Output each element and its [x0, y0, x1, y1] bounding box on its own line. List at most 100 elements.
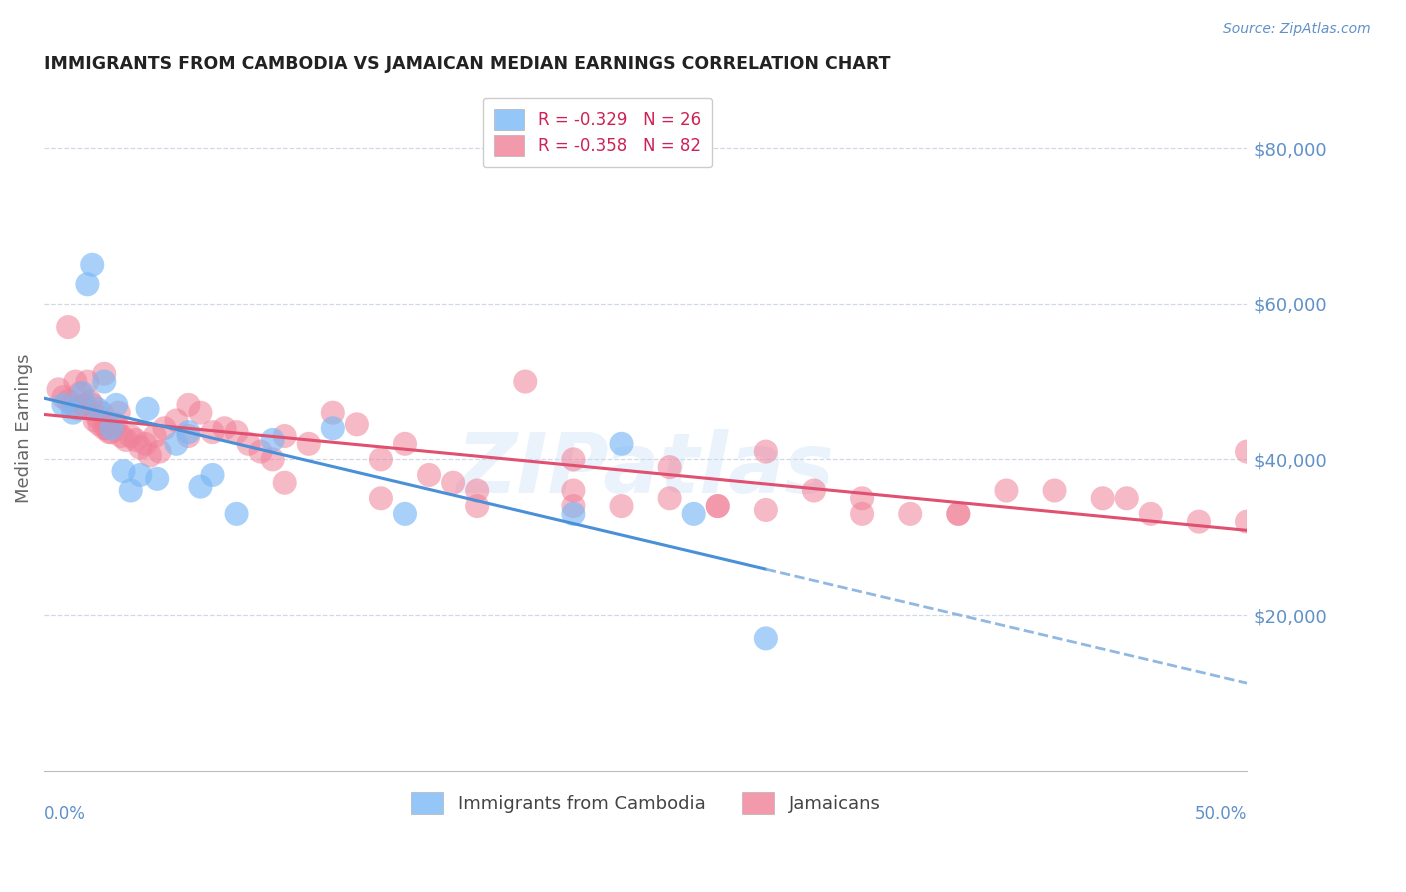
Text: IMMIGRANTS FROM CAMBODIA VS JAMAICAN MEDIAN EARNINGS CORRELATION CHART: IMMIGRANTS FROM CAMBODIA VS JAMAICAN MED… [44, 55, 890, 73]
Point [394, 437, 416, 451]
Point [515, 375, 537, 389]
Point [89, 417, 111, 432]
Point [238, 437, 260, 451]
Point [1115, 491, 1137, 506]
Point [90, 406, 112, 420]
Point [177, 429, 200, 443]
Point [112, 464, 135, 478]
Point [190, 480, 212, 494]
Legend: Immigrants from Cambodia, Jamaicans: Immigrants from Cambodia, Jamaicans [402, 783, 890, 823]
Point [610, 499, 633, 513]
Point [120, 429, 142, 443]
Point [82, 258, 104, 272]
Point [129, 467, 152, 482]
Point [755, 503, 778, 517]
Text: Source: ZipAtlas.com: Source: ZipAtlas.com [1223, 22, 1371, 37]
Point [69, 386, 91, 401]
Point [98, 425, 121, 439]
Point [143, 429, 166, 443]
Point [249, 444, 271, 458]
Point [134, 437, 156, 451]
Point [706, 499, 728, 513]
Point [1188, 515, 1211, 529]
Point [346, 417, 368, 432]
Point [201, 425, 224, 439]
Point [100, 425, 122, 439]
Point [83, 413, 105, 427]
Point [153, 421, 176, 435]
Point [1091, 491, 1114, 506]
Point [82, 398, 104, 412]
Point [370, 452, 392, 467]
Point [995, 483, 1018, 498]
Point [76, 375, 98, 389]
Point [86, 409, 108, 424]
Point [562, 452, 585, 467]
Point [56, 394, 79, 409]
Point [298, 437, 321, 451]
Point [1236, 444, 1258, 458]
Point [52, 398, 75, 412]
Point [124, 433, 146, 447]
Point [225, 507, 247, 521]
Point [177, 425, 200, 439]
Point [100, 421, 122, 435]
Point [65, 375, 87, 389]
Point [52, 390, 75, 404]
Point [107, 406, 129, 420]
Point [86, 401, 108, 416]
Text: 50.0%: 50.0% [1195, 805, 1247, 823]
Point [682, 507, 704, 521]
Point [190, 406, 212, 420]
Point [73, 398, 96, 412]
Text: 0.0%: 0.0% [44, 805, 86, 823]
Point [66, 401, 89, 416]
Point [465, 483, 488, 498]
Point [105, 417, 128, 432]
Point [322, 406, 344, 420]
Point [139, 449, 162, 463]
Point [225, 425, 247, 439]
Point [322, 421, 344, 435]
Point [610, 437, 633, 451]
Text: ZIPatlas: ZIPatlas [457, 429, 835, 510]
Point [803, 483, 825, 498]
Point [658, 460, 681, 475]
Point [129, 441, 152, 455]
Y-axis label: Median Earnings: Median Earnings [15, 353, 32, 503]
Point [273, 429, 295, 443]
Point [898, 507, 921, 521]
Point [103, 417, 125, 432]
Point [262, 452, 284, 467]
Point [72, 386, 94, 401]
Point [110, 429, 132, 443]
Point [562, 483, 585, 498]
Point [201, 467, 224, 482]
Point [658, 491, 681, 506]
Point [72, 398, 94, 412]
Point [441, 475, 464, 490]
Point [851, 491, 873, 506]
Point [76, 277, 98, 292]
Point [177, 398, 200, 412]
Point [165, 413, 187, 427]
Point [562, 499, 585, 513]
Point [755, 632, 778, 646]
Point [48, 382, 70, 396]
Point [706, 499, 728, 513]
Point [851, 507, 873, 521]
Point [370, 491, 392, 506]
Point [93, 421, 115, 435]
Point [394, 507, 416, 521]
Point [755, 444, 778, 458]
Point [273, 475, 295, 490]
Point [96, 421, 118, 435]
Point [465, 499, 488, 513]
Point [115, 433, 138, 447]
Point [149, 444, 172, 458]
Point [136, 401, 159, 416]
Point [948, 507, 970, 521]
Point [562, 507, 585, 521]
Point [79, 394, 101, 409]
Point [62, 398, 84, 412]
